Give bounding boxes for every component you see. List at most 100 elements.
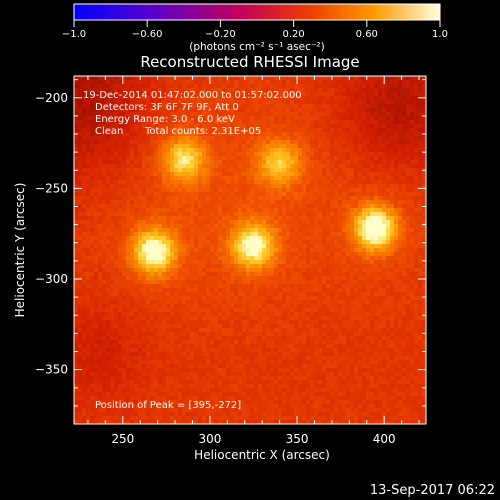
heatmap-pixel — [194, 204, 199, 209]
heatmap-pixel — [342, 296, 347, 301]
heatmap-pixel — [366, 92, 371, 97]
heatmap-pixel — [178, 300, 183, 305]
heatmap-pixel — [318, 132, 323, 137]
heatmap-pixel — [374, 196, 379, 201]
heatmap-pixel — [154, 148, 159, 153]
heatmap-pixel — [162, 124, 167, 129]
heatmap-pixel — [98, 236, 103, 241]
heatmap-pixel — [298, 280, 303, 285]
heatmap-pixel — [262, 132, 267, 137]
heatmap-pixel — [134, 232, 139, 237]
heatmap-pixel — [166, 136, 171, 141]
heatmap-pixel — [310, 208, 315, 213]
heatmap-pixel — [262, 180, 267, 185]
heatmap-pixel — [258, 208, 263, 213]
heatmap-pixel — [94, 132, 99, 137]
heatmap-pixel — [102, 168, 107, 173]
heatmap-pixel — [210, 288, 215, 293]
heatmap-pixel — [238, 164, 243, 169]
heatmap-pixel — [358, 276, 363, 281]
heatmap-pixel — [310, 160, 315, 165]
heatmap-pixel — [398, 104, 403, 109]
heatmap-pixel — [234, 236, 239, 241]
heatmap-pixel — [242, 96, 247, 101]
heatmap-pixel — [350, 192, 355, 197]
heatmap-pixel — [270, 296, 275, 301]
heatmap-pixel — [254, 236, 259, 241]
heatmap-pixel — [218, 224, 223, 229]
heatmap-pixel — [122, 128, 127, 133]
heatmap-pixel — [394, 124, 399, 129]
heatmap-pixel — [278, 196, 283, 201]
heatmap-pixel — [338, 120, 343, 125]
heatmap-pixel — [98, 128, 103, 133]
heatmap-pixel — [330, 276, 335, 281]
heatmap-pixel — [122, 176, 127, 181]
heatmap-pixel — [338, 108, 343, 113]
heatmap-pixel — [338, 264, 343, 269]
heatmap-pixel — [314, 140, 319, 145]
heatmap-pixel — [210, 276, 215, 281]
heatmap-pixel — [114, 172, 119, 177]
heatmap-pixel — [202, 120, 207, 125]
heatmap-pixel — [82, 108, 87, 113]
heatmap-pixel — [162, 100, 167, 105]
heatmap-pixel — [174, 160, 179, 165]
heatmap-pixel — [110, 76, 115, 81]
heatmap-pixel — [194, 248, 199, 253]
heatmap-pixel — [94, 88, 99, 93]
heatmap-pixel — [394, 260, 399, 265]
heatmap-pixel — [234, 88, 239, 93]
heatmap-pixel — [386, 176, 391, 181]
heatmap-pixel — [158, 192, 163, 197]
heatmap-pixel — [358, 100, 363, 105]
heatmap-pixel — [290, 148, 295, 153]
heatmap-pixel — [278, 136, 283, 141]
heatmap-pixel — [382, 256, 387, 261]
heatmap-pixel — [290, 92, 295, 97]
heatmap-pixel — [306, 240, 311, 245]
heatmap-pixel — [326, 196, 331, 201]
heatmap-pixel — [258, 224, 263, 229]
heatmap-pixel — [418, 220, 423, 225]
heatmap-pixel — [330, 92, 335, 97]
heatmap-pixel — [78, 240, 83, 245]
heatmap-pixel — [338, 268, 343, 273]
heatmap-pixel — [370, 168, 375, 173]
heatmap-pixel — [314, 264, 319, 269]
heatmap-pixel — [254, 92, 259, 97]
heatmap-pixel — [366, 196, 371, 201]
heatmap-pixel — [194, 80, 199, 85]
heatmap-pixel — [214, 236, 219, 241]
heatmap-pixel — [418, 124, 423, 129]
heatmap-pixel — [206, 144, 211, 149]
heatmap-pixel — [146, 152, 151, 157]
heatmap-pixel — [326, 120, 331, 125]
heatmap-pixel — [182, 272, 187, 277]
heatmap-pixel — [386, 132, 391, 137]
heatmap-pixel — [402, 248, 407, 253]
heatmap-pixel — [126, 256, 131, 261]
heatmap-pixel — [222, 200, 227, 205]
heatmap-pixel — [418, 192, 423, 197]
heatmap-pixel — [402, 240, 407, 245]
heatmap-pixel — [82, 248, 87, 253]
heatmap-pixel — [390, 144, 395, 149]
heatmap-pixel — [174, 200, 179, 205]
heatmap-pixel — [234, 188, 239, 193]
heatmap-pixel — [418, 292, 423, 297]
heatmap-pixel — [234, 168, 239, 173]
heatmap-pixel — [346, 260, 351, 265]
heatmap-pixel — [134, 112, 139, 117]
heatmap-pixel — [166, 128, 171, 133]
heatmap-pixel — [342, 100, 347, 105]
heatmap-pixel — [98, 280, 103, 285]
heatmap-pixel — [106, 212, 111, 217]
heatmap-pixel — [322, 208, 327, 213]
heatmap-pixel — [74, 156, 79, 161]
heatmap-pixel — [358, 244, 363, 249]
heatmap-pixel — [278, 148, 283, 153]
heatmap-pixel — [286, 176, 291, 181]
heatmap-pixel — [318, 184, 323, 189]
heatmap-pixel — [194, 240, 199, 245]
